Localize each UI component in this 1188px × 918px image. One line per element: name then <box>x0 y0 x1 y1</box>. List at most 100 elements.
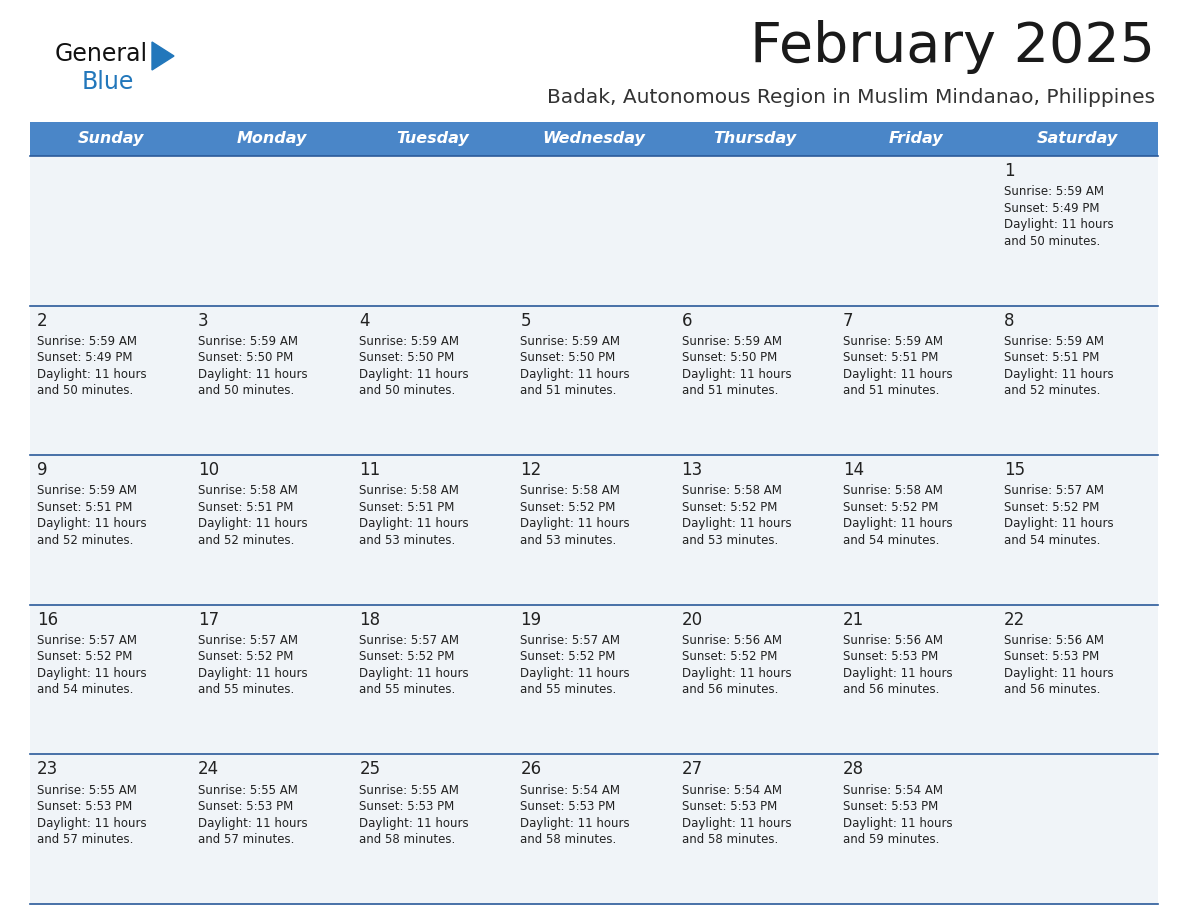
Text: Sunrise: 5:57 AM: Sunrise: 5:57 AM <box>520 634 620 647</box>
Text: Sunrise: 5:55 AM: Sunrise: 5:55 AM <box>37 783 137 797</box>
Text: Sunrise: 5:56 AM: Sunrise: 5:56 AM <box>842 634 943 647</box>
Text: and 51 minutes.: and 51 minutes. <box>842 385 939 397</box>
Text: Sunrise: 5:58 AM: Sunrise: 5:58 AM <box>842 485 942 498</box>
Text: and 59 minutes.: and 59 minutes. <box>842 833 939 846</box>
Text: 13: 13 <box>682 461 703 479</box>
Text: Daylight: 11 hours: Daylight: 11 hours <box>520 666 630 680</box>
Text: Daylight: 11 hours: Daylight: 11 hours <box>682 368 791 381</box>
Text: and 57 minutes.: and 57 minutes. <box>37 833 133 846</box>
Text: and 53 minutes.: and 53 minutes. <box>359 533 455 547</box>
Text: Sunrise: 5:59 AM: Sunrise: 5:59 AM <box>37 335 137 348</box>
Text: Sunset: 5:52 PM: Sunset: 5:52 PM <box>520 501 615 514</box>
Text: Sunset: 5:51 PM: Sunset: 5:51 PM <box>842 352 939 364</box>
Text: Sunset: 5:52 PM: Sunset: 5:52 PM <box>359 650 455 664</box>
Text: 27: 27 <box>682 760 702 778</box>
Text: 6: 6 <box>682 311 693 330</box>
Text: Sunset: 5:53 PM: Sunset: 5:53 PM <box>520 800 615 813</box>
Text: Daylight: 11 hours: Daylight: 11 hours <box>842 518 953 531</box>
Text: Sunrise: 5:59 AM: Sunrise: 5:59 AM <box>359 335 460 348</box>
Text: Sunrise: 5:58 AM: Sunrise: 5:58 AM <box>682 485 782 498</box>
Text: Sunset: 5:53 PM: Sunset: 5:53 PM <box>1004 650 1099 664</box>
Text: Sunset: 5:49 PM: Sunset: 5:49 PM <box>37 352 133 364</box>
Text: Saturday: Saturday <box>1037 131 1118 147</box>
Text: Daylight: 11 hours: Daylight: 11 hours <box>198 518 308 531</box>
Bar <box>30 605 1158 755</box>
Text: Sunrise: 5:59 AM: Sunrise: 5:59 AM <box>520 335 620 348</box>
Text: Sunrise: 5:59 AM: Sunrise: 5:59 AM <box>682 335 782 348</box>
Text: and 50 minutes.: and 50 minutes. <box>359 385 455 397</box>
Text: Sunset: 5:50 PM: Sunset: 5:50 PM <box>198 352 293 364</box>
Text: Sunset: 5:51 PM: Sunset: 5:51 PM <box>1004 352 1099 364</box>
Text: Sunrise: 5:57 AM: Sunrise: 5:57 AM <box>37 634 137 647</box>
Text: Daylight: 11 hours: Daylight: 11 hours <box>359 368 469 381</box>
Text: Sunset: 5:53 PM: Sunset: 5:53 PM <box>359 800 455 813</box>
Text: and 54 minutes.: and 54 minutes. <box>1004 533 1100 547</box>
Text: Daylight: 11 hours: Daylight: 11 hours <box>682 518 791 531</box>
Text: Daylight: 11 hours: Daylight: 11 hours <box>359 666 469 680</box>
Text: Sunset: 5:52 PM: Sunset: 5:52 PM <box>37 650 132 664</box>
Text: Sunrise: 5:59 AM: Sunrise: 5:59 AM <box>198 335 298 348</box>
Text: Sunrise: 5:57 AM: Sunrise: 5:57 AM <box>1004 485 1104 498</box>
Text: Sunday: Sunday <box>77 131 144 147</box>
Text: Sunrise: 5:55 AM: Sunrise: 5:55 AM <box>359 783 459 797</box>
Text: Sunrise: 5:59 AM: Sunrise: 5:59 AM <box>1004 185 1104 198</box>
Text: 4: 4 <box>359 311 369 330</box>
Text: Daylight: 11 hours: Daylight: 11 hours <box>842 816 953 830</box>
Text: Sunset: 5:52 PM: Sunset: 5:52 PM <box>520 650 615 664</box>
Bar <box>30 156 1158 306</box>
Text: Sunset: 5:52 PM: Sunset: 5:52 PM <box>682 650 777 664</box>
Text: 20: 20 <box>682 610 702 629</box>
Text: Sunrise: 5:59 AM: Sunrise: 5:59 AM <box>37 485 137 498</box>
Text: 21: 21 <box>842 610 864 629</box>
Text: 8: 8 <box>1004 311 1015 330</box>
Text: Daylight: 11 hours: Daylight: 11 hours <box>1004 368 1113 381</box>
Bar <box>30 306 1158 455</box>
Text: 2: 2 <box>37 311 48 330</box>
Text: Daylight: 11 hours: Daylight: 11 hours <box>359 816 469 830</box>
Bar <box>30 755 1158 904</box>
Text: Sunrise: 5:58 AM: Sunrise: 5:58 AM <box>198 485 298 498</box>
Text: Sunset: 5:53 PM: Sunset: 5:53 PM <box>842 800 939 813</box>
Text: Sunset: 5:52 PM: Sunset: 5:52 PM <box>1004 501 1099 514</box>
Text: and 50 minutes.: and 50 minutes. <box>198 385 295 397</box>
Text: Sunrise: 5:54 AM: Sunrise: 5:54 AM <box>842 783 943 797</box>
Text: Sunset: 5:50 PM: Sunset: 5:50 PM <box>359 352 455 364</box>
Text: Sunset: 5:52 PM: Sunset: 5:52 PM <box>842 501 939 514</box>
Text: 25: 25 <box>359 760 380 778</box>
Text: 15: 15 <box>1004 461 1025 479</box>
Text: Sunset: 5:52 PM: Sunset: 5:52 PM <box>198 650 293 664</box>
Polygon shape <box>152 42 173 70</box>
Text: Daylight: 11 hours: Daylight: 11 hours <box>37 368 146 381</box>
Text: 22: 22 <box>1004 610 1025 629</box>
Text: Sunrise: 5:56 AM: Sunrise: 5:56 AM <box>1004 634 1104 647</box>
Text: Daylight: 11 hours: Daylight: 11 hours <box>520 368 630 381</box>
Text: Daylight: 11 hours: Daylight: 11 hours <box>37 816 146 830</box>
Text: Daylight: 11 hours: Daylight: 11 hours <box>37 518 146 531</box>
Bar <box>30 455 1158 605</box>
Text: and 54 minutes.: and 54 minutes. <box>842 533 939 547</box>
Text: 5: 5 <box>520 311 531 330</box>
Text: 17: 17 <box>198 610 220 629</box>
Text: and 50 minutes.: and 50 minutes. <box>37 385 133 397</box>
Text: Daylight: 11 hours: Daylight: 11 hours <box>682 666 791 680</box>
Text: General: General <box>55 42 148 66</box>
Text: 24: 24 <box>198 760 220 778</box>
Text: 28: 28 <box>842 760 864 778</box>
Text: 18: 18 <box>359 610 380 629</box>
Text: Sunrise: 5:57 AM: Sunrise: 5:57 AM <box>359 634 460 647</box>
Text: Sunset: 5:53 PM: Sunset: 5:53 PM <box>198 800 293 813</box>
Text: 23: 23 <box>37 760 58 778</box>
Text: Sunset: 5:51 PM: Sunset: 5:51 PM <box>359 501 455 514</box>
Text: Daylight: 11 hours: Daylight: 11 hours <box>198 368 308 381</box>
Text: 14: 14 <box>842 461 864 479</box>
Text: Daylight: 11 hours: Daylight: 11 hours <box>520 816 630 830</box>
Text: Monday: Monday <box>236 131 307 147</box>
Text: and 53 minutes.: and 53 minutes. <box>520 533 617 547</box>
Text: Sunset: 5:53 PM: Sunset: 5:53 PM <box>682 800 777 813</box>
Text: 12: 12 <box>520 461 542 479</box>
Text: Wednesday: Wednesday <box>543 131 645 147</box>
Text: Thursday: Thursday <box>714 131 797 147</box>
Text: Sunset: 5:51 PM: Sunset: 5:51 PM <box>37 501 132 514</box>
Text: Sunrise: 5:57 AM: Sunrise: 5:57 AM <box>198 634 298 647</box>
Text: Sunrise: 5:59 AM: Sunrise: 5:59 AM <box>1004 335 1104 348</box>
